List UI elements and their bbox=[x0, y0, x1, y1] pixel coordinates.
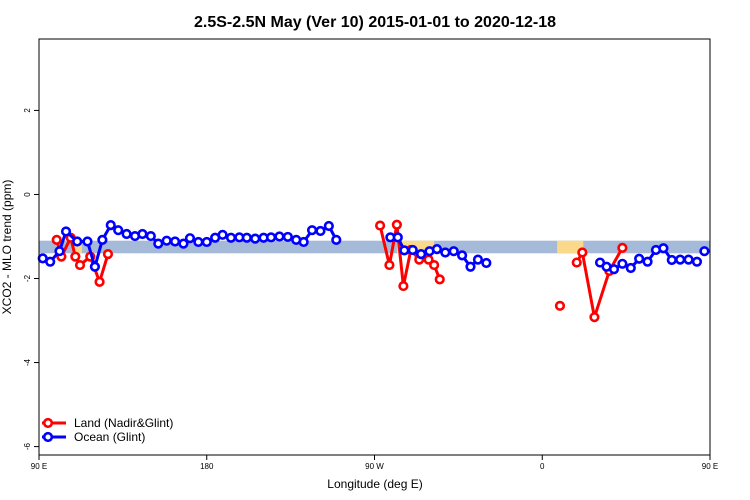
data-point-ocean bbox=[274, 231, 285, 242]
data-point-ocean bbox=[392, 232, 403, 243]
x-tick-label: 0 bbox=[540, 462, 545, 471]
legend-label: Ocean (Glint) bbox=[74, 430, 145, 444]
data-point-ocean bbox=[45, 256, 56, 267]
data-point-ocean bbox=[161, 235, 172, 246]
data-point-ocean bbox=[72, 236, 83, 247]
x-axis: 90 E 180 90 W 0 90 E bbox=[31, 455, 718, 471]
data-point-ocean bbox=[472, 254, 484, 265]
x-tick-label: 90 W bbox=[365, 462, 384, 471]
y-tick-label: 0 bbox=[23, 192, 32, 197]
data-point-ocean bbox=[184, 233, 196, 244]
data-point-ocean bbox=[431, 244, 443, 255]
data-point-land bbox=[589, 312, 600, 323]
y-axis-label: XCO2 - MLO trend (ppm) bbox=[0, 180, 14, 315]
chart-title: 2.5S-2.5N May (Ver 10) 2015-01-01 to 202… bbox=[194, 14, 556, 31]
data-point-ocean bbox=[60, 226, 72, 237]
data-point-ocean bbox=[89, 261, 101, 272]
data-point-ocean bbox=[642, 256, 653, 267]
data-point-ocean bbox=[225, 232, 237, 243]
x-tick-label: 90 E bbox=[702, 462, 718, 471]
band-land-2 bbox=[557, 240, 584, 254]
data-point-land bbox=[398, 280, 409, 292]
legend: Land (Nadir&Glint)Ocean (Glint) bbox=[42, 416, 173, 444]
data-point-ocean bbox=[306, 225, 318, 236]
band-land-0 bbox=[74, 240, 82, 254]
y-tick-label: -4 bbox=[23, 358, 32, 366]
data-point-ocean bbox=[457, 250, 468, 261]
data-point-ocean bbox=[699, 246, 710, 257]
data-point-ocean bbox=[666, 254, 677, 266]
y-tick-label: -6 bbox=[23, 442, 32, 450]
data-point-ocean bbox=[97, 234, 108, 245]
y-tick-label: 2 bbox=[23, 108, 32, 113]
data-point-ocean bbox=[145, 230, 156, 242]
data-point-ocean bbox=[121, 228, 132, 240]
band-ocean-0 bbox=[39, 240, 710, 254]
series-ocean bbox=[37, 220, 710, 275]
data-point-ocean bbox=[298, 236, 309, 248]
data-point-land bbox=[94, 276, 105, 287]
legend-swatch-marker bbox=[42, 431, 54, 443]
data-point-land bbox=[374, 220, 386, 231]
legend-swatch-marker bbox=[42, 417, 54, 429]
data-point-ocean bbox=[415, 249, 427, 260]
data-point-ocean bbox=[178, 238, 189, 249]
data-point-ocean bbox=[153, 238, 164, 249]
y-axis: -6 -4 -2 0 2 bbox=[23, 108, 39, 450]
legend-label: Land (Nadir&Glint) bbox=[74, 416, 173, 430]
data-point-land bbox=[51, 234, 62, 245]
x-tick-label: 90 E bbox=[31, 462, 47, 471]
data-point-ocean bbox=[323, 220, 334, 232]
data-point-ocean bbox=[407, 244, 418, 256]
series-layer bbox=[37, 219, 710, 323]
data-point-ocean bbox=[675, 254, 686, 265]
y-tick-label: -2 bbox=[23, 274, 32, 282]
data-point-ocean bbox=[625, 262, 636, 274]
legend-item-ocean: Ocean (Glint) bbox=[42, 430, 145, 444]
data-point-ocean bbox=[201, 236, 212, 248]
x-tick-label: 180 bbox=[200, 462, 214, 471]
data-point-ocean bbox=[113, 225, 124, 236]
data-point-ocean bbox=[691, 256, 703, 267]
x-axis-label: Longitude (deg E) bbox=[327, 477, 422, 491]
data-point-ocean bbox=[54, 246, 65, 257]
data-point-land bbox=[102, 249, 114, 260]
data-point-ocean bbox=[399, 245, 410, 256]
data-point-land bbox=[74, 259, 86, 271]
data-point-ocean bbox=[448, 246, 459, 257]
data-point-ocean bbox=[105, 220, 116, 231]
data-point-land bbox=[384, 259, 395, 271]
data-point-ocean bbox=[440, 247, 451, 258]
data-point-ocean bbox=[217, 229, 228, 240]
band-layer bbox=[39, 240, 710, 254]
data-point-land bbox=[577, 247, 588, 258]
data-point-ocean bbox=[617, 258, 628, 269]
legend-item-land: Land (Nadir&Glint) bbox=[42, 416, 173, 430]
data-point-ocean bbox=[169, 236, 181, 247]
data-point-land bbox=[617, 242, 628, 253]
data-point-ocean bbox=[82, 236, 93, 247]
data-point-land bbox=[554, 300, 566, 311]
data-point-land bbox=[70, 251, 81, 262]
data-point-ocean bbox=[331, 234, 342, 245]
data-point-ocean bbox=[658, 243, 669, 254]
data-point-land bbox=[429, 259, 440, 271]
data-point-ocean bbox=[608, 264, 620, 275]
data-point-ocean bbox=[315, 225, 326, 237]
data-point-ocean bbox=[465, 261, 476, 272]
data-point-ocean bbox=[137, 228, 148, 240]
data-point-ocean bbox=[193, 236, 204, 248]
data-point-ocean bbox=[282, 231, 293, 243]
data-point-ocean bbox=[683, 254, 694, 265]
data-point-ocean bbox=[265, 232, 277, 243]
data-point-ocean bbox=[241, 232, 252, 243]
data-point-land bbox=[391, 219, 402, 230]
data-point-ocean bbox=[481, 257, 492, 269]
data-point-ocean bbox=[634, 253, 645, 264]
data-point-land bbox=[434, 274, 445, 285]
data-point-land bbox=[571, 257, 582, 268]
data-point-ocean bbox=[250, 233, 261, 244]
plot-frame bbox=[38, 38, 711, 456]
